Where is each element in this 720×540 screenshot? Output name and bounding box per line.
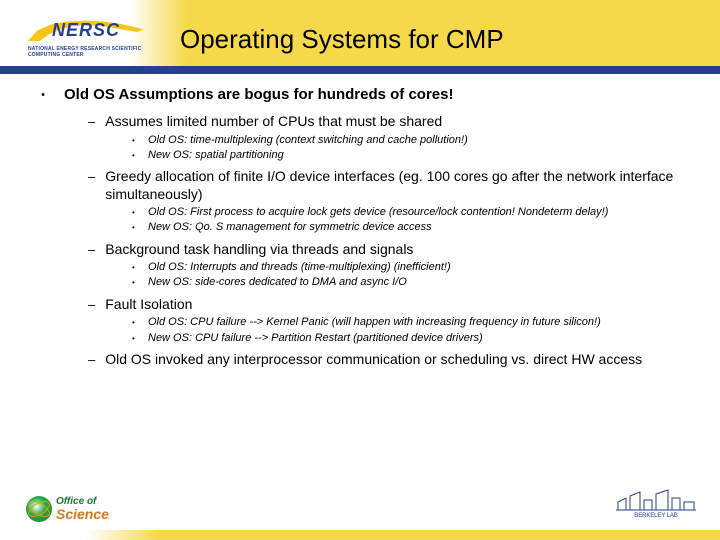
science-line2: Science [56,507,109,521]
bullet-dash-icon: – [88,352,95,367]
point-1-sub-1-text: Old OS: time-multiplexing (context switc… [148,133,468,147]
header-stripe [0,66,720,74]
bullet-dash-icon: – [88,242,95,257]
bullet-subdot-icon: • [132,223,138,232]
point-1-sub-1: • Old OS: time-multiplexing (context swi… [132,133,696,147]
atom-icon [26,496,52,522]
bullet-subdot-icon: • [132,334,138,343]
berkeley-lab-logo: BERKELEY LAB [616,488,696,526]
point-5: – Old OS invoked any interprocessor comm… [88,351,696,369]
point-3: – Background task handling via threads a… [88,241,696,259]
bullet-dot-icon: • [40,89,46,101]
point-3-text: Background task handling via threads and… [105,241,413,259]
science-text: Office of Science [56,497,109,521]
point-3-sub-2-text: New OS: side-cores dedicated to DMA and … [148,275,407,289]
point-1: – Assumes limited number of CPUs that mu… [88,113,696,131]
point-1-sub-2: • New OS: spatial partitioning [132,148,696,162]
nersc-letters: NERSC [52,20,120,41]
bullet-subdot-icon: • [132,208,138,217]
point-2-sub-2-text: New OS: Qo. S management for symmetric d… [148,220,432,234]
point-3-sub-2: • New OS: side-cores dedicated to DMA an… [132,275,696,289]
point-5-text: Old OS invoked any interprocessor commun… [105,351,642,369]
point-2: – Greedy allocation of finite I/O device… [88,168,696,203]
bullet-dash-icon: – [88,169,95,184]
building-icon [616,488,696,512]
bullet-subdot-icon: • [132,151,138,160]
point-4-sub-1-text: Old OS: CPU failure --> Kernel Panic (wi… [148,315,601,329]
point-3-sub-1-text: Old OS: Interrupts and threads (time-mul… [148,260,451,274]
bullet-subdot-icon: • [132,263,138,272]
lab-label: BERKELEY LAB [616,513,696,519]
footer-band [0,530,720,540]
bullet-dash-icon: – [88,297,95,312]
headline-text: Old OS Assumptions are bogus for hundred… [64,86,454,103]
office-of-science-logo: Office of Science [26,492,136,526]
point-1-sub-2-text: New OS: spatial partitioning [148,148,284,162]
point-2-sub-1-text: Old OS: First process to acquire lock ge… [148,205,608,219]
point-3-sub-1: • Old OS: Interrupts and threads (time-m… [132,260,696,274]
point-2-sub-1: • Old OS: First process to acquire lock … [132,205,696,219]
bullet-subdot-icon: • [132,136,138,145]
nersc-logo: NERSC NATIONAL ENERGY RESEARCH SCIENTIFI… [28,14,144,66]
headline-bullet: • Old OS Assumptions are bogus for hundr… [40,86,696,103]
point-4-sub-2-text: New OS: CPU failure --> Partition Restar… [148,331,483,345]
point-4-sub-2: • New OS: CPU failure --> Partition Rest… [132,331,696,345]
bullet-subdot-icon: • [132,318,138,327]
slide-title: Operating Systems for CMP [180,24,700,55]
point-4: – Fault Isolation [88,296,696,314]
bullet-dash-icon: – [88,114,95,129]
nersc-subtitle: NATIONAL ENERGY RESEARCH SCIENTIFIC COMP… [28,46,148,58]
content-area: • Old OS Assumptions are bogus for hundr… [40,86,696,490]
point-1-text: Assumes limited number of CPUs that must… [105,113,442,131]
bullet-subdot-icon: • [132,278,138,287]
point-4-text: Fault Isolation [105,296,192,314]
point-2-sub-2: • New OS: Qo. S management for symmetric… [132,220,696,234]
point-4-sub-1: • Old OS: CPU failure --> Kernel Panic (… [132,315,696,329]
point-2-text: Greedy allocation of finite I/O device i… [105,168,696,203]
